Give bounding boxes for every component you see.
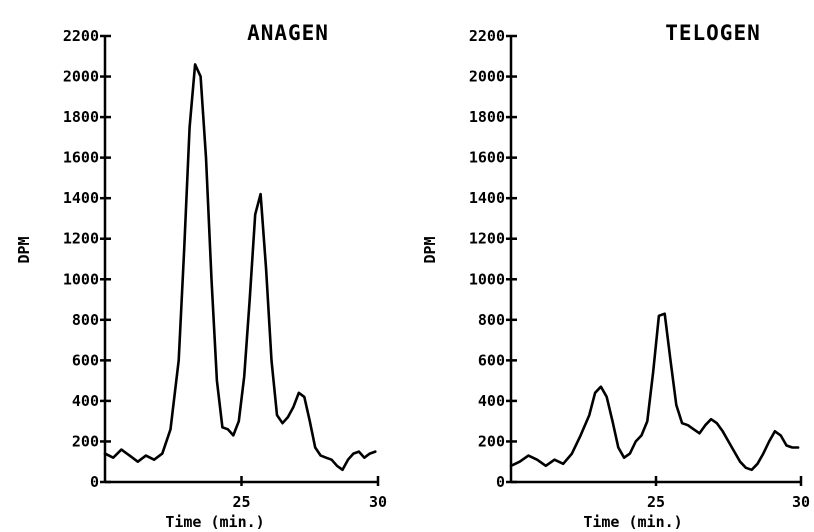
- y-tick-label: 1600: [469, 149, 505, 167]
- x-tick-label: 25: [647, 493, 665, 511]
- series-line: [103, 63, 377, 472]
- y-axis-label: DPM: [15, 236, 33, 263]
- x-tick-label: 25: [232, 493, 250, 511]
- y-tick-label: 2200: [63, 27, 99, 45]
- y-tick-label: 400: [72, 392, 99, 410]
- y-tick-label: 800: [72, 311, 99, 329]
- chart-telogen: TELOGEN DPM Time (min.) 0 200 400 600 800 100…: [421, 21, 810, 531]
- y-tick-label: 1600: [63, 149, 99, 167]
- series-line: [509, 312, 800, 472]
- y-tick-label: 200: [478, 432, 505, 450]
- y-axis-label: DPM: [421, 236, 439, 263]
- y-tick-label: 1800: [469, 108, 505, 126]
- y-tick-label: 1200: [63, 230, 99, 248]
- chart-title: ANAGEN: [247, 21, 329, 45]
- y-tick-label: 1400: [63, 189, 99, 207]
- y-tick-label: 2000: [469, 68, 505, 86]
- x-tick-label: 30: [792, 493, 810, 511]
- x-axis-label: Time (min.): [165, 513, 264, 531]
- y-tick-label: 0: [90, 473, 99, 491]
- y-tick-label: 400: [478, 392, 505, 410]
- y-tick-label: 600: [478, 351, 505, 369]
- y-tick-label: 800: [478, 311, 505, 329]
- y-tick-label: 2200: [469, 27, 505, 45]
- y-tick-label: 1400: [469, 189, 505, 207]
- y-tick-label: 2000: [63, 68, 99, 86]
- x-tick-label: 30: [369, 493, 387, 511]
- y-tick-label: 200: [72, 432, 99, 450]
- y-tick-label: 1200: [469, 230, 505, 248]
- y-tick-label: 600: [72, 351, 99, 369]
- y-tick-label: 1000: [469, 270, 505, 288]
- y-tick-label: 0: [496, 473, 505, 491]
- y-tick-label: 1800: [63, 108, 99, 126]
- y-tick-label: 1000: [63, 270, 99, 288]
- chart-title: TELOGEN: [665, 21, 761, 45]
- x-axis-label: Time (min.): [583, 513, 682, 531]
- chart-anagen: ANAGEN DPM Time (min.) 0 200 400 600 800 1000…: [15, 21, 387, 531]
